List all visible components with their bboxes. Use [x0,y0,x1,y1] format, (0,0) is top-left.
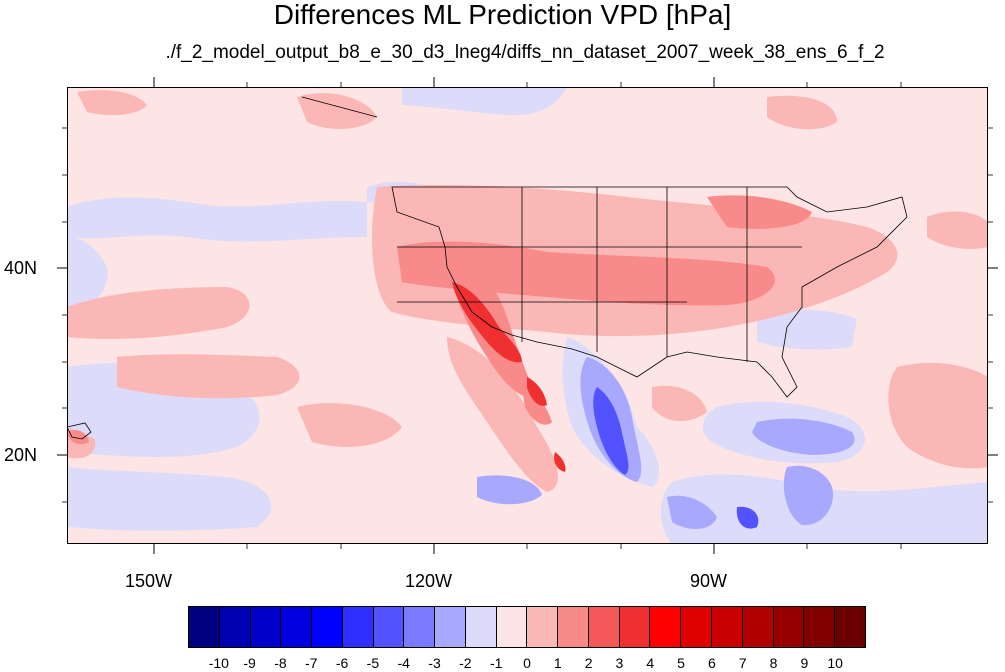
lat-label-20n: 20N [4,445,38,465]
colorbar-swatch [588,607,620,647]
lon-label-90w: 90W [690,571,728,591]
colorbar-tick-label: -9 [243,655,256,671]
colorbar-swatch [619,607,651,647]
colorbar-swatch [435,607,466,647]
colorbar-tick-label: 5 [677,655,685,671]
lon-label-120w: 120W [405,571,453,591]
vpd-difference-map [67,87,988,544]
colorbar-swatch [219,607,251,647]
colorbar-tick-label: -5 [366,655,380,671]
colorbar-swatch [189,607,220,647]
colorbar-tick-label: -6 [335,655,349,671]
colorbar [188,606,866,648]
colorbar-tick-label: -3 [428,655,441,671]
colorbar-swatch [804,607,836,647]
coastlines-borders [67,96,908,440]
colorbar-tick-label: -4 [397,655,410,671]
colorbar-tick-label: -10 [208,655,229,671]
colorbar-tick-label: 7 [738,655,747,671]
colorbar-swatch [558,607,589,647]
colorbar-swatch [650,607,682,647]
colorbar-tick-label: 10 [827,655,843,671]
map-panel [67,87,988,544]
colorbar-swatch [404,607,436,647]
colorbar-tick-label: 3 [615,655,624,671]
colorbar-tick-label: 0 [523,655,531,671]
colorbar-tick-label: -7 [305,655,318,671]
colorbar-swatch [281,607,313,647]
colorbar-swatch [527,607,559,647]
colorbar-tick-label: 1 [553,655,562,671]
colorbar-swatch [773,607,805,647]
colorbar-tick-label: 6 [708,655,716,671]
colorbar-swatch [712,607,743,647]
colorbar-tick-label: 2 [584,655,593,671]
colorbar-tick-label: 4 [646,655,655,671]
colorbar-swatch [742,607,774,647]
colorbar-swatch [496,607,528,647]
colorbar-swatch [465,607,497,647]
colorbar-swatch [312,607,343,647]
colorbar-tick-label: 8 [769,655,778,671]
colorbar-swatch [373,607,405,647]
colorbar-tick-label: -1 [489,655,503,671]
colorbar-tick-label: -8 [274,655,287,671]
lon-label-150w: 150W [125,571,173,591]
colorbar-swatch [250,607,282,647]
colorbar-swatch [681,607,713,647]
colorbar-swatch [835,607,865,647]
lat-label-40n: 40N [4,258,38,278]
chart-subtitle: ./f_2_model_output_b8_e_30_d3_lneg4/diff… [165,42,885,63]
chart-title: Differences ML Prediction VPD [hPa] [273,0,732,30]
colorbar-swatch [342,607,374,647]
colorbar-tick-label: 9 [800,655,809,671]
colorbar-tick-label: -2 [459,655,472,671]
negative-anomaly-strong [593,387,759,529]
